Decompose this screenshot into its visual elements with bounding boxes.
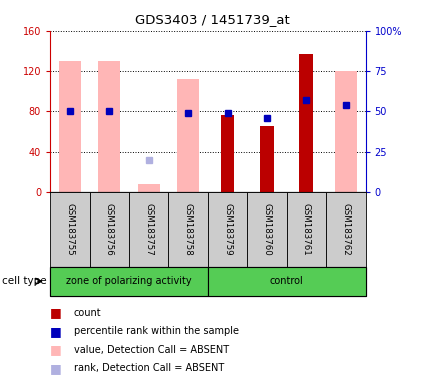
Bar bbox=[208, 192, 247, 267]
Bar bbox=[59, 61, 81, 192]
Bar bbox=[221, 115, 235, 192]
Text: GSM183758: GSM183758 bbox=[184, 203, 193, 256]
Bar bbox=[300, 54, 313, 192]
Text: GSM183757: GSM183757 bbox=[144, 203, 153, 256]
Bar bbox=[50, 267, 208, 296]
Bar bbox=[90, 192, 129, 267]
Text: GSM183756: GSM183756 bbox=[105, 203, 114, 256]
Bar bbox=[208, 267, 366, 296]
Bar bbox=[99, 61, 120, 192]
Bar bbox=[50, 192, 90, 267]
Bar bbox=[168, 192, 208, 267]
Text: GSM183759: GSM183759 bbox=[223, 203, 232, 256]
Text: count: count bbox=[74, 308, 101, 318]
Text: ■: ■ bbox=[50, 362, 62, 375]
Bar bbox=[326, 192, 366, 267]
Text: ■: ■ bbox=[50, 306, 62, 319]
Text: ■: ■ bbox=[50, 343, 62, 356]
Bar bbox=[260, 126, 274, 192]
Text: rank, Detection Call = ABSENT: rank, Detection Call = ABSENT bbox=[74, 363, 224, 373]
Bar bbox=[177, 79, 199, 192]
Bar bbox=[335, 71, 357, 192]
Bar bbox=[129, 192, 168, 267]
Text: control: control bbox=[270, 276, 303, 286]
Bar bbox=[286, 192, 326, 267]
Text: GDS3403 / 1451739_at: GDS3403 / 1451739_at bbox=[135, 13, 290, 26]
Text: GSM183761: GSM183761 bbox=[302, 203, 311, 256]
Text: zone of polarizing activity: zone of polarizing activity bbox=[66, 276, 192, 286]
Text: ■: ■ bbox=[50, 325, 62, 338]
Text: GSM183760: GSM183760 bbox=[263, 203, 272, 256]
Bar bbox=[247, 192, 286, 267]
Text: cell type: cell type bbox=[2, 276, 47, 286]
Text: value, Detection Call = ABSENT: value, Detection Call = ABSENT bbox=[74, 345, 229, 355]
Bar bbox=[138, 184, 159, 192]
Text: percentile rank within the sample: percentile rank within the sample bbox=[74, 326, 238, 336]
Text: GSM183755: GSM183755 bbox=[65, 203, 74, 256]
Text: GSM183762: GSM183762 bbox=[341, 203, 350, 256]
